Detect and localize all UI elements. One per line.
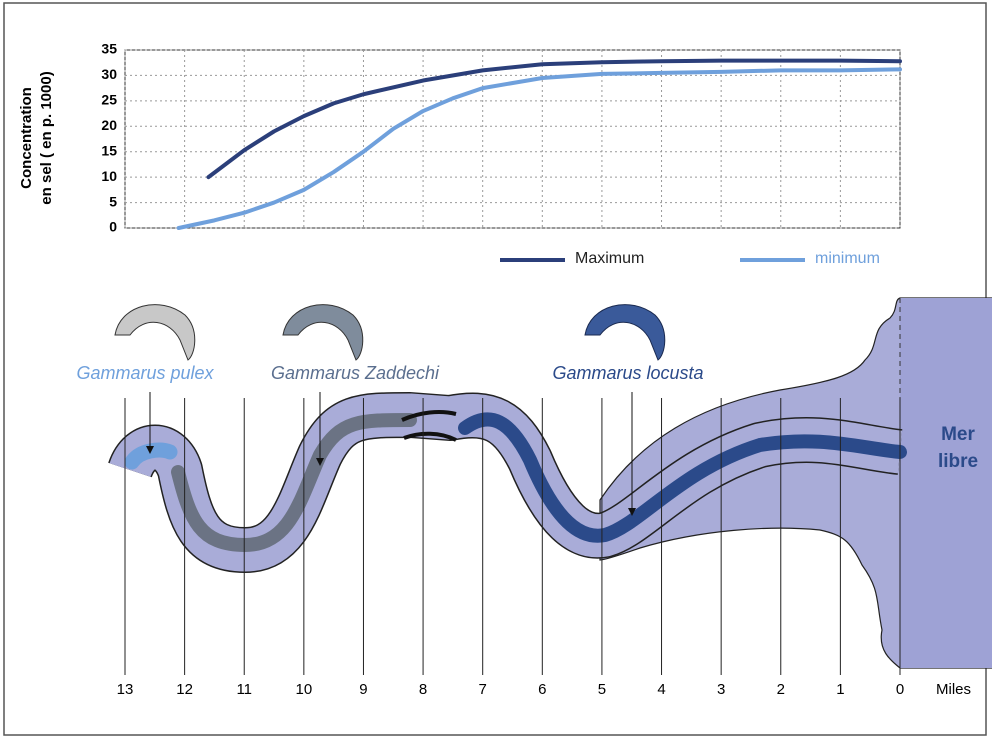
x-tick-label: 1	[836, 681, 844, 698]
species-label: Gammarus locusta	[552, 363, 703, 383]
y-tick-label: 5	[109, 193, 117, 209]
y-tick-label: 30	[101, 66, 117, 82]
x-tick-label: 7	[479, 681, 487, 698]
y-tick-label: 15	[101, 142, 117, 158]
estuary-map	[130, 298, 992, 668]
legend-label: minimum	[815, 250, 880, 267]
y-tick-label: 35	[101, 41, 117, 57]
x-tick-label: 3	[717, 681, 725, 698]
y-tick-label: 10	[101, 168, 117, 184]
x-tick-label: 11	[236, 681, 252, 698]
x-tick-label: 4	[657, 681, 665, 698]
y-axis-label: Concentration	[18, 87, 35, 189]
series-line	[179, 69, 900, 228]
x-tick-label: 13	[117, 681, 134, 698]
x-axis-label: Miles	[936, 681, 971, 698]
legend-label: Maximum	[575, 250, 644, 267]
species-label: Gammarus Zaddechi	[271, 363, 440, 383]
x-tick-label: 2	[777, 681, 785, 698]
plot-frame	[125, 50, 900, 228]
species-label: Gammarus pulex	[76, 363, 214, 383]
x-tick-label: 10	[296, 681, 313, 698]
x-tick-label: 0	[896, 681, 904, 698]
y-tick-label: 0	[109, 219, 117, 235]
x-tick-label: 12	[176, 681, 193, 698]
x-tick-label: 8	[419, 681, 427, 698]
x-tick-label: 5	[598, 681, 606, 698]
y-tick-label: 25	[101, 92, 117, 108]
figure: Gammarus pulex Gammarus Zaddechi Gammaru…	[0, 0, 992, 738]
sea-label: Mer	[941, 424, 975, 445]
y-axis-label: en sel ( en p. 1000)	[38, 71, 55, 204]
y-tick-label: 20	[101, 117, 117, 133]
amphipod-icons	[115, 305, 665, 360]
x-tick-label: 9	[359, 681, 367, 698]
sea-label: libre	[938, 451, 978, 472]
x-tick-label: 6	[538, 681, 546, 698]
